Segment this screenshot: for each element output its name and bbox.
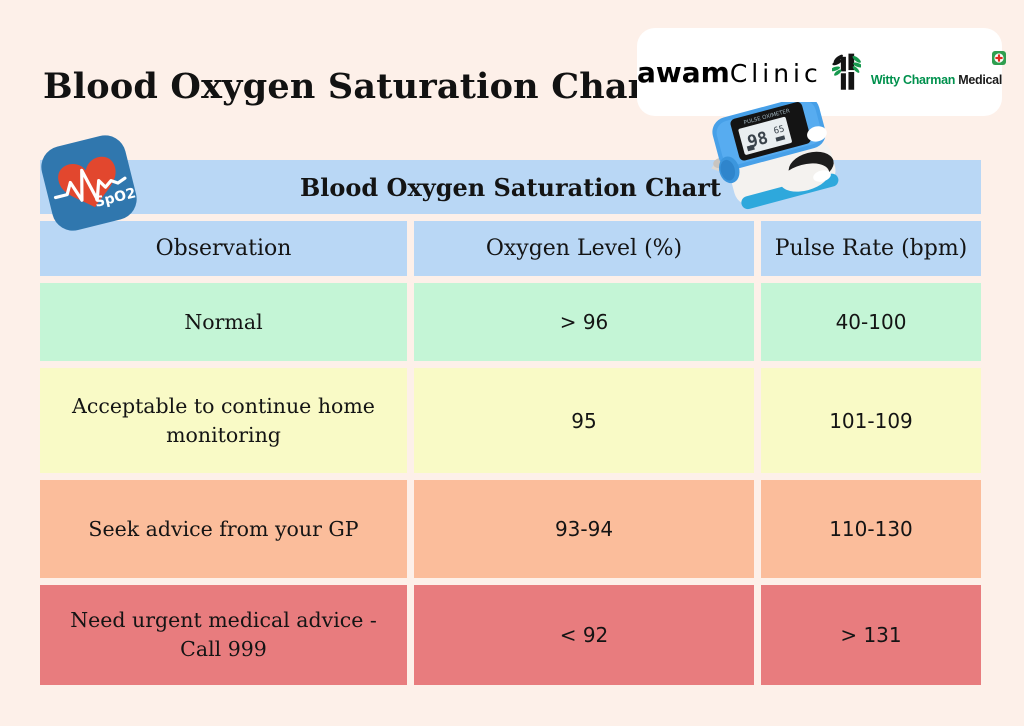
table-title: Blood Oxygen Saturation Chart [299, 172, 722, 202]
spo2-heart-ecg-icon: SpO2 [53, 156, 137, 211]
table-row-normal-observation: Normal [40, 283, 407, 361]
oximeter-reading-sub: 65 [773, 124, 786, 136]
table-row-seek-advice-pulse: 110-130 [761, 480, 981, 578]
table-row-urgent-oxygen: < 92 [414, 585, 754, 685]
medical-cross-icon [992, 51, 1006, 65]
clinic-logo-text: Clinic [729, 58, 822, 88]
table-row-seek-advice-oxygen: 93-94 [414, 480, 754, 578]
spo2-app-icon: SpO2 [36, 130, 142, 236]
awam-logo-text: awam [637, 55, 730, 89]
column-header-oxygen-level: Oxygen Level (%) [414, 221, 754, 276]
saturation-table: Blood Oxygen Saturation Chart Observatio… [40, 160, 981, 685]
table-row-urgent-pulse: > 131 [761, 585, 981, 685]
table-row-normal-pulse: 40-100 [761, 283, 981, 361]
table-row-acceptable-observation: Acceptable to continue home monitoring [40, 368, 407, 473]
table-row-urgent-observation: Need urgent medical advice - Call 999 [40, 585, 407, 685]
page-title: Blood Oxygen Saturation Chart [43, 66, 663, 107]
bamboo-icon [831, 53, 861, 90]
logo-card: awamClinic Witty Charman Medical [637, 28, 1006, 116]
column-header-pulse-rate: Pulse Rate (bpm) [761, 221, 981, 276]
table-row-normal-oxygen: > 96 [414, 283, 754, 361]
table-row-seek-advice-observation: Seek advice from your GP [40, 480, 407, 578]
table-row-acceptable-pulse: 101-109 [761, 368, 981, 473]
column-header-observation: Observation [40, 221, 407, 276]
witty-charman-text: Witty Charman [870, 73, 956, 87]
awamclinic-logo: awamClinic [637, 56, 822, 89]
witty-charman-logo: Witty Charman Medical [871, 51, 1006, 87]
medical-text: Medical [958, 73, 1002, 87]
table-row-acceptable-oxygen: 95 [414, 368, 754, 473]
pulse-oximeter-illustration: PULSE OXIMETER 98 65 [711, 102, 839, 210]
